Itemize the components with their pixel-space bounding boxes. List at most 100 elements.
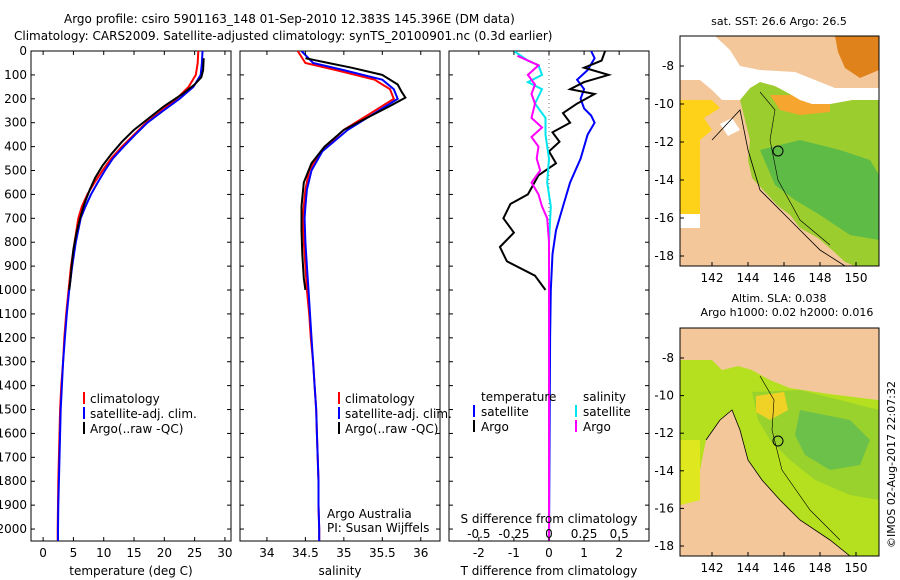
map1-frame	[679, 35, 880, 267]
legend-heading-temperature: temperature	[481, 390, 556, 404]
map1-nodata	[680, 214, 700, 228]
difference-legend: temperature salinity satellite Argo sate…	[461, 390, 638, 526]
sst-map	[680, 36, 879, 266]
series-line-s-argo	[516, 54, 550, 541]
legend-climatology: climatology	[345, 392, 415, 406]
map-y-tick-label: -10	[654, 97, 674, 111]
x-tick-label: 0	[545, 546, 553, 560]
legend-heading-salinity: salinity	[583, 390, 626, 404]
temperature-legend: climatology satellite-adj. clim. Argo(..…	[83, 392, 197, 436]
x-tick-label: 25	[187, 546, 202, 560]
x-tick-label: 36	[413, 546, 428, 560]
map-x-tick-label: 142	[701, 561, 724, 575]
map-y-tick-label: -18	[654, 249, 674, 263]
map2-png-land	[712, 328, 879, 400]
series-line-t-satellite	[548, 51, 596, 541]
map2-isobath	[759, 375, 841, 541]
x-tick-label: 5	[70, 546, 78, 560]
depth-tick-label: 200	[4, 92, 27, 106]
x-tick-label: 2	[615, 546, 623, 560]
map2-coastline	[705, 409, 851, 556]
x-tick-label: 34	[259, 546, 274, 560]
map2-sla-low	[795, 410, 870, 470]
legend-t-argo: Argo	[481, 420, 509, 434]
x-tick-label: 15	[126, 546, 141, 560]
depth-tick-label: 700	[4, 211, 27, 225]
map-y-tick-label: -16	[654, 211, 674, 225]
temperature-series	[56, 51, 205, 541]
difference-series	[498, 51, 613, 541]
salinity-xlabel: salinity	[318, 564, 361, 578]
x-tick-label: 30	[217, 546, 232, 560]
temperature-xlabel: temperature (deg C)	[69, 564, 192, 578]
depth-tick-label: 2000	[0, 522, 27, 536]
sla-map	[680, 328, 879, 556]
depth-tick-label: 1100	[0, 307, 27, 321]
depth-tick-label: 1200	[0, 331, 27, 345]
map2-title2: Argo h1000: 0.02 h2000: 0.016	[701, 306, 874, 319]
credit-text: ©IMOS 02-Aug-2017 22:07:32	[885, 381, 898, 548]
salinity-series	[296, 51, 407, 541]
depth-tick-label: 0	[19, 44, 27, 58]
depth-tick-label: 500	[4, 164, 27, 178]
map-x-tick-label: 150	[845, 561, 868, 575]
depth-tick-label: 100	[4, 68, 27, 82]
depth-tick-label: 900	[4, 259, 27, 273]
legend-s-satellite: satellite	[583, 405, 631, 419]
x-tick-label: 10	[96, 546, 111, 560]
map1-sst-warm	[835, 36, 879, 78]
temperature-x-ticks: 0 5 10 15 20 25 30	[39, 51, 233, 560]
map-x-tick-label: 144	[737, 271, 760, 285]
map-x-tick-label: 146	[773, 561, 796, 575]
map-y-tick-label: -8	[662, 351, 674, 365]
map2-title1: Altim. SLA: 0.038	[731, 292, 826, 305]
figure-title-line1: Argo profile: csiro 5901163_148 01-Sep-2…	[64, 12, 515, 26]
x-tick-label: 0	[39, 546, 47, 560]
x-tick-label: 20	[157, 546, 172, 560]
map1-axes: 142 144 146 148 150 -8 -10 -12 -14 -16 -18	[654, 59, 867, 285]
map2-sla-west	[680, 440, 700, 505]
x-tick-label: 35.5	[369, 546, 396, 560]
map1-sst-west	[680, 100, 720, 214]
map2-argo-position	[772, 435, 784, 447]
s-tick-label: 0.5	[610, 527, 629, 541]
map-y-tick-label: -12	[654, 135, 674, 149]
s-tick-label: 0	[545, 527, 553, 541]
temperature-panel-frame	[30, 50, 232, 542]
series-line-argo	[300, 57, 407, 291]
map-y-tick-label: -18	[654, 539, 674, 553]
legend-t-satellite: satellite	[481, 405, 529, 419]
depth-tick-label: 800	[4, 235, 27, 249]
map1-argo-position	[772, 145, 784, 157]
salinity-x-ticks: 34 34.5 35 35.5 36	[259, 51, 428, 560]
legend-climatology: climatology	[90, 392, 160, 406]
salinity-difference-ticks: -0.5 -0.25 0 0.25 0.5	[467, 527, 629, 541]
s-tick-label: 0.25	[571, 527, 598, 541]
map2-axes: 142 144 146 148 150 -8 -10 -12 -14 -16 -18	[654, 351, 867, 575]
map-x-tick-label: 144	[737, 561, 760, 575]
depth-tick-label: 1400	[0, 379, 27, 393]
map1-coastline	[711, 109, 846, 266]
map-x-tick-label: 148	[809, 271, 832, 285]
map1-png-coast	[700, 36, 879, 104]
depth-tick-label: 1800	[0, 474, 27, 488]
map-y-tick-label: -14	[654, 173, 674, 187]
map1-sst-green	[760, 140, 879, 240]
x-tick-label: -1	[508, 546, 520, 560]
depth-tick-label: 1500	[0, 403, 27, 417]
difference-x-ticks: -2 -1 0 1 2	[473, 51, 623, 560]
map1-title: sat. SST: 26.6 Argo: 26.5	[711, 15, 847, 28]
s-tick-label: -0.5	[467, 527, 490, 541]
x-tick-label: 35	[336, 546, 351, 560]
series-line-t-argo	[498, 51, 613, 291]
depth-axis: 0 100 200 300 400 500 600 700 800 900 1000 1100 1200…	[0, 44, 649, 536]
legend-argo: Argo(..raw -QC)	[90, 422, 183, 436]
depth-tick-label: 1600	[0, 426, 27, 440]
legend-satellite: satellite-adj. clim.	[90, 407, 197, 421]
map1-isobath	[759, 91, 831, 246]
annotation-argo-australia: Argo Australia	[327, 507, 412, 521]
s-tick-label: -0.25	[498, 527, 529, 541]
map-y-tick-label: -8	[662, 59, 674, 73]
depth-tick-label: 1000	[0, 283, 27, 297]
